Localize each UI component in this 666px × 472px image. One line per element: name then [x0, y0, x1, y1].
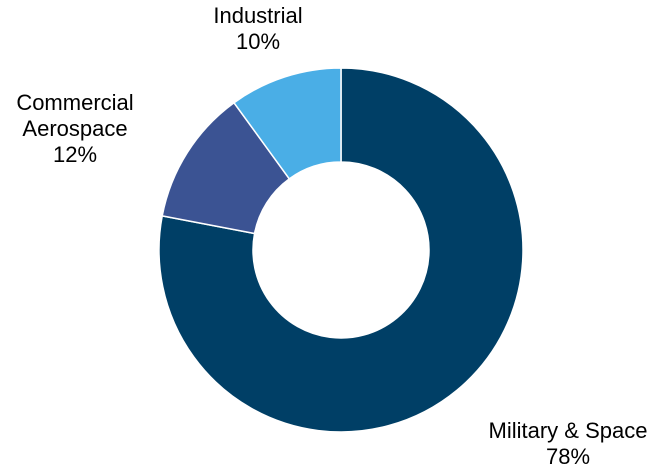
label-category-line: Aerospace [22, 116, 127, 141]
label-category-line: Military & Space [489, 418, 648, 443]
label-value: 78% [546, 444, 590, 469]
label-military-and-space: Military & Space 78% [489, 418, 648, 469]
slice-military-and-space [158, 67, 524, 433]
label-commercial-aerospace: Commercial Aerospace 12% [16, 90, 133, 167]
label-value: 12% [53, 142, 97, 167]
label-value: 10% [236, 29, 280, 54]
label-category-line: Industrial [213, 3, 302, 28]
label-industrial: Industrial 10% [213, 3, 302, 54]
labels-group: Military & Space 78% Commercial Aerospace 12… [16, 3, 647, 469]
label-category-line: Commercial [16, 90, 133, 115]
slices-group [158, 67, 524, 433]
slice-industrial [232, 67, 342, 180]
